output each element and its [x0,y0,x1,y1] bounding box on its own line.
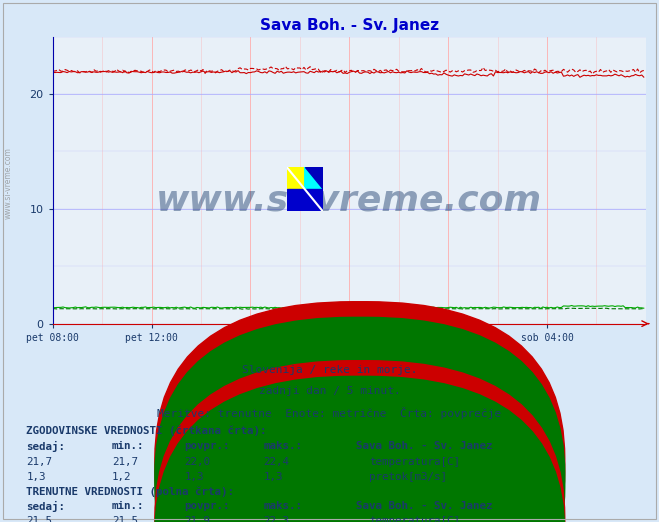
Text: pretok[m3/s]: pretok[m3/s] [369,472,447,482]
Text: temperatura[C]: temperatura[C] [369,457,460,467]
Text: TRENUTNE VREDNOSTI (polna črta):: TRENUTNE VREDNOSTI (polna črta): [26,487,235,497]
Text: maks.:: maks.: [264,501,302,511]
Text: 21,5: 21,5 [26,516,52,522]
Text: Meritve: trenutne  Enote: metrične  Črta: povprečje: Meritve: trenutne Enote: metrične Črta: … [158,407,501,419]
Text: 21,5: 21,5 [112,516,138,522]
Text: Slovenija / reke in morje.: Slovenija / reke in morje. [242,365,417,375]
Text: zadnji dan / 5 minut.: zadnji dan / 5 minut. [258,386,401,396]
Text: 1,2: 1,2 [112,472,132,482]
Text: ZGODOVINSKE VREDNOSTI (črtkana črta):: ZGODOVINSKE VREDNOSTI (črtkana črta): [26,425,267,436]
Text: Sava Boh. - Sv. Janez: Sava Boh. - Sv. Janez [356,441,492,451]
Text: maks.:: maks.: [264,441,302,451]
Text: 22,3: 22,3 [264,516,289,522]
Text: 22,4: 22,4 [264,457,289,467]
Text: 1,3: 1,3 [185,472,204,482]
Text: min.:: min.: [112,441,144,451]
Text: temperatura[C]: temperatura[C] [369,516,460,522]
Text: 1,3: 1,3 [264,472,283,482]
Polygon shape [304,167,323,189]
Text: 21,7: 21,7 [26,457,52,467]
Text: sedaj:: sedaj: [26,501,65,512]
Title: Sava Boh. - Sv. Janez: Sava Boh. - Sv. Janez [260,18,439,32]
Text: 21,7: 21,7 [112,457,138,467]
Text: Sava Boh. - Sv. Janez: Sava Boh. - Sv. Janez [356,501,492,511]
Text: povpr.:: povpr.: [185,501,230,511]
Bar [287,189,323,211]
Text: www.si-vreme.com: www.si-vreme.com [3,147,13,219]
Bar [287,167,304,189]
Polygon shape [304,167,323,189]
Text: 21,9: 21,9 [185,516,210,522]
Text: 22,0: 22,0 [185,457,210,467]
Text: min.:: min.: [112,501,144,511]
Text: sedaj:: sedaj: [26,441,65,452]
Text: www.si-vreme.com: www.si-vreme.com [156,183,542,217]
Text: 1,3: 1,3 [26,472,46,482]
Text: povpr.:: povpr.: [185,441,230,451]
